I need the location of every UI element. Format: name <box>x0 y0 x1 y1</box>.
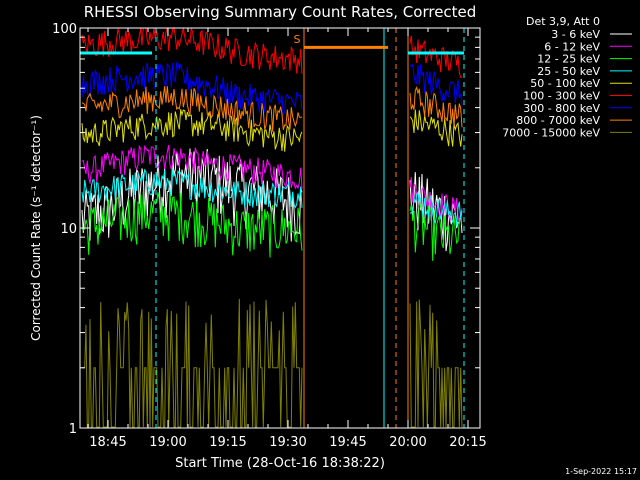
series-trace-4-0 <box>81 109 303 152</box>
x-tick-label: 19:15 <box>209 435 246 450</box>
legend-label: 300 - 800 keV <box>523 102 600 115</box>
legend-label: 3 - 6 keV <box>551 28 600 41</box>
x-tick-label: 18:45 <box>89 435 126 450</box>
series-trace-7-1 <box>409 85 463 128</box>
x-tick-label: 19:00 <box>149 435 186 450</box>
y-tick-label: 100 <box>52 22 77 37</box>
legend-label: 7000 - 15000 keV <box>502 126 600 139</box>
x-axis-label: Start Time (28-Oct-16 18:38:22) <box>175 456 385 471</box>
series-trace-8-0 <box>82 298 303 428</box>
footer-timestamp: 1-Sep-2022 15:17 <box>565 467 637 476</box>
series-trace-6-1 <box>409 63 463 107</box>
axes: 18:45 19:00 19:15 19:30 19:45 20:00 20:15 1 10 10… <box>52 22 487 450</box>
legend-label: 100 - 300 keV <box>523 90 600 103</box>
x-tick-label: 19:30 <box>269 435 306 450</box>
y-axis-label: Corrected Count Rate (s⁻¹ detector⁻¹) <box>29 115 43 341</box>
series-trace-2-1 <box>409 201 463 261</box>
legend-label: 25 - 50 keV <box>537 65 600 78</box>
legend-label: 50 - 100 keV <box>530 77 600 90</box>
series-trace-0-1 <box>409 172 463 252</box>
series-trace-3-0 <box>81 168 303 209</box>
series-trace-1-0 <box>81 144 303 190</box>
series-trace-8-1 <box>409 299 463 428</box>
legend-label: 6 - 12 keV <box>544 40 600 53</box>
series-trace-2-0 <box>81 190 303 258</box>
series-trace-5-0 <box>81 27 303 74</box>
series-trace-7-0 <box>81 86 303 132</box>
series-trace-3-1 <box>409 190 463 226</box>
legend-title: Det 3,9, Att 0 <box>526 15 600 28</box>
series-trace-4-1 <box>409 109 463 147</box>
legend-label: 800 - 7000 keV <box>516 114 600 127</box>
flag-marker-label: S <box>294 33 301 46</box>
y-tick-label: 1 <box>69 422 77 437</box>
series-trace-6-0 <box>81 61 303 116</box>
chart-title: RHESSI Observing Summary Count Rates, Co… <box>84 3 477 21</box>
x-tick-label: 20:00 <box>389 435 426 450</box>
x-tick-label: 19:45 <box>329 435 366 450</box>
x-tick-label: 20:15 <box>449 435 486 450</box>
legend-label: 12 - 25 keV <box>537 53 600 66</box>
y-tick-label: 10 <box>60 222 77 237</box>
